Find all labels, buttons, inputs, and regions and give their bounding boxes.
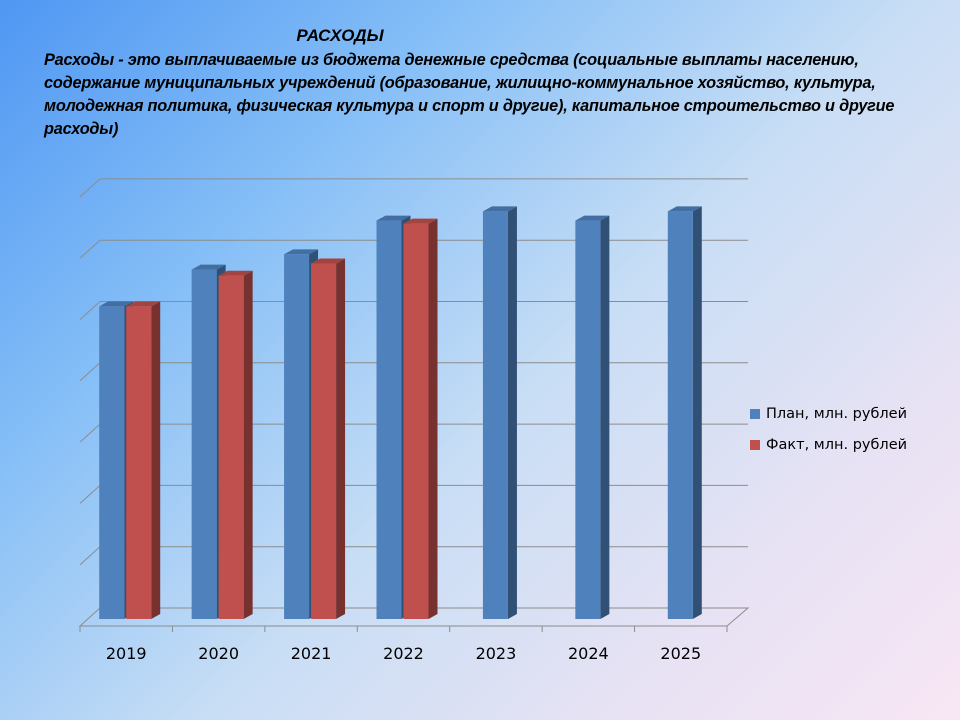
bar-plan <box>667 211 693 620</box>
legend-item-fact: Факт, млн. рублей <box>750 429 907 460</box>
x-tick-label: 2024 <box>568 644 609 663</box>
legend-label-plan: План, млн. рублей <box>766 405 907 422</box>
gridline-wall <box>79 485 101 504</box>
gridline-wall <box>79 239 101 259</box>
legend-item-plan: План, млн. рублей <box>750 398 907 429</box>
bar-plan-side <box>692 206 702 619</box>
bar-plan-side <box>600 215 610 619</box>
chart-description: Расходы - это выплачиваемые из бюджета д… <box>44 51 895 138</box>
legend-label-fact: Факт, млн. рублей <box>766 436 908 453</box>
bar-plan-top <box>284 249 319 255</box>
bar-fact <box>311 263 337 619</box>
bar-fact-side <box>243 270 253 619</box>
bar-plan-top <box>667 206 702 212</box>
bar-fact-side <box>151 301 161 619</box>
x-tick-label: 2020 <box>198 644 239 663</box>
bar-plan-top <box>191 264 226 270</box>
bar-fact-side <box>428 218 438 620</box>
bar-plan-top <box>482 206 517 212</box>
bar-plan <box>191 269 217 619</box>
bar-fact <box>218 275 244 619</box>
bar-plan-top <box>575 215 610 221</box>
bar-fact-top <box>126 301 161 307</box>
bar-plan-side <box>507 206 517 619</box>
gridline-wall <box>79 301 101 320</box>
bar-fact <box>126 306 152 619</box>
bar-fact <box>403 223 429 620</box>
gridline-wall <box>79 423 101 443</box>
x-tick-label: 2019 <box>106 644 147 663</box>
bar-plan <box>575 220 601 620</box>
bar-plan <box>482 211 508 620</box>
x-tick-label: 2022 <box>383 644 424 663</box>
bar-fact-top <box>218 270 253 276</box>
bar-fact-side <box>336 258 346 619</box>
x-tick-label: 2021 <box>291 644 332 663</box>
legend-swatch-plan <box>750 408 760 419</box>
bar-fact-top <box>311 258 346 264</box>
gridline-wall <box>79 178 101 198</box>
chart-legend: План, млн. рублей Факт, млн. рублей <box>750 398 907 460</box>
bar-plan-top <box>376 215 411 221</box>
x-tick-label: 2023 <box>476 644 517 663</box>
gridline-wall <box>79 362 101 382</box>
chart-title: РАСХОДЫ <box>296 26 384 45</box>
bar-fact-top <box>403 218 438 224</box>
legend-swatch-fact <box>750 439 760 450</box>
x-tick-label: 2025 <box>660 644 701 663</box>
bar-plan <box>284 254 310 619</box>
gridline-wall <box>79 546 101 566</box>
chart-floor <box>78 607 750 627</box>
bar-plan <box>376 220 402 620</box>
bar-plan <box>99 306 125 619</box>
bar-plan-top <box>99 301 134 307</box>
